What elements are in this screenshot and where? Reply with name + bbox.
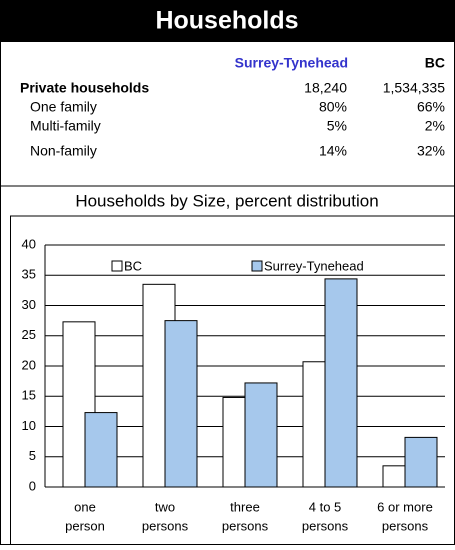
bar: [244, 382, 278, 488]
title-band: [0, 0, 455, 42]
row-label: Private households: [20, 80, 149, 96]
row-label: Non-family: [30, 143, 97, 159]
x-tick-label: persons: [382, 518, 429, 533]
cell: 14%: [319, 143, 347, 159]
y-tick-label: 20: [22, 357, 36, 372]
y-tick-label: 30: [22, 297, 36, 312]
bar: [324, 278, 358, 488]
x-tick-label: two: [155, 499, 175, 514]
chart-title: Households by Size, percent distribution: [75, 191, 378, 210]
row-label: One family: [30, 99, 97, 115]
x-tick-label: persons: [222, 518, 269, 533]
legend-swatch: [251, 260, 263, 272]
x-tick-label: persons: [302, 518, 349, 533]
y-tick-label: 0: [29, 478, 36, 493]
bar: [84, 412, 118, 488]
column-header: BC: [425, 55, 445, 71]
legend-label: BC: [124, 258, 142, 273]
row-label: Multi-family: [30, 118, 101, 134]
y-tick-label: 5: [29, 448, 36, 463]
y-tick-label: 25: [22, 327, 36, 342]
cell: 2%: [425, 118, 445, 134]
y-tick-label: 10: [22, 418, 36, 433]
cell: 66%: [417, 99, 445, 115]
y-tick-label: 40: [22, 236, 36, 251]
bar: [164, 320, 198, 488]
cell: 1,534,335: [383, 80, 445, 96]
x-tick-label: 4 to 5: [309, 499, 342, 514]
column-header: Surrey-Tynehead: [235, 55, 348, 71]
legend-label: Surrey-Tynehead: [264, 258, 364, 273]
y-tick-label: 35: [22, 267, 36, 282]
x-tick-label: person: [65, 518, 105, 533]
y-tick-label: 15: [22, 388, 36, 403]
x-tick-label: three: [230, 499, 260, 514]
x-tick-label: one: [74, 499, 96, 514]
cell: 5%: [327, 118, 347, 134]
legend-swatch: [111, 260, 123, 272]
x-tick-label: persons: [142, 518, 189, 533]
x-tick-label: 6 or more: [377, 499, 433, 514]
cell: 18,240: [304, 80, 347, 96]
cell: 80%: [319, 99, 347, 115]
bar: [404, 436, 438, 488]
cell: 32%: [417, 143, 445, 159]
title: Households: [155, 7, 298, 35]
